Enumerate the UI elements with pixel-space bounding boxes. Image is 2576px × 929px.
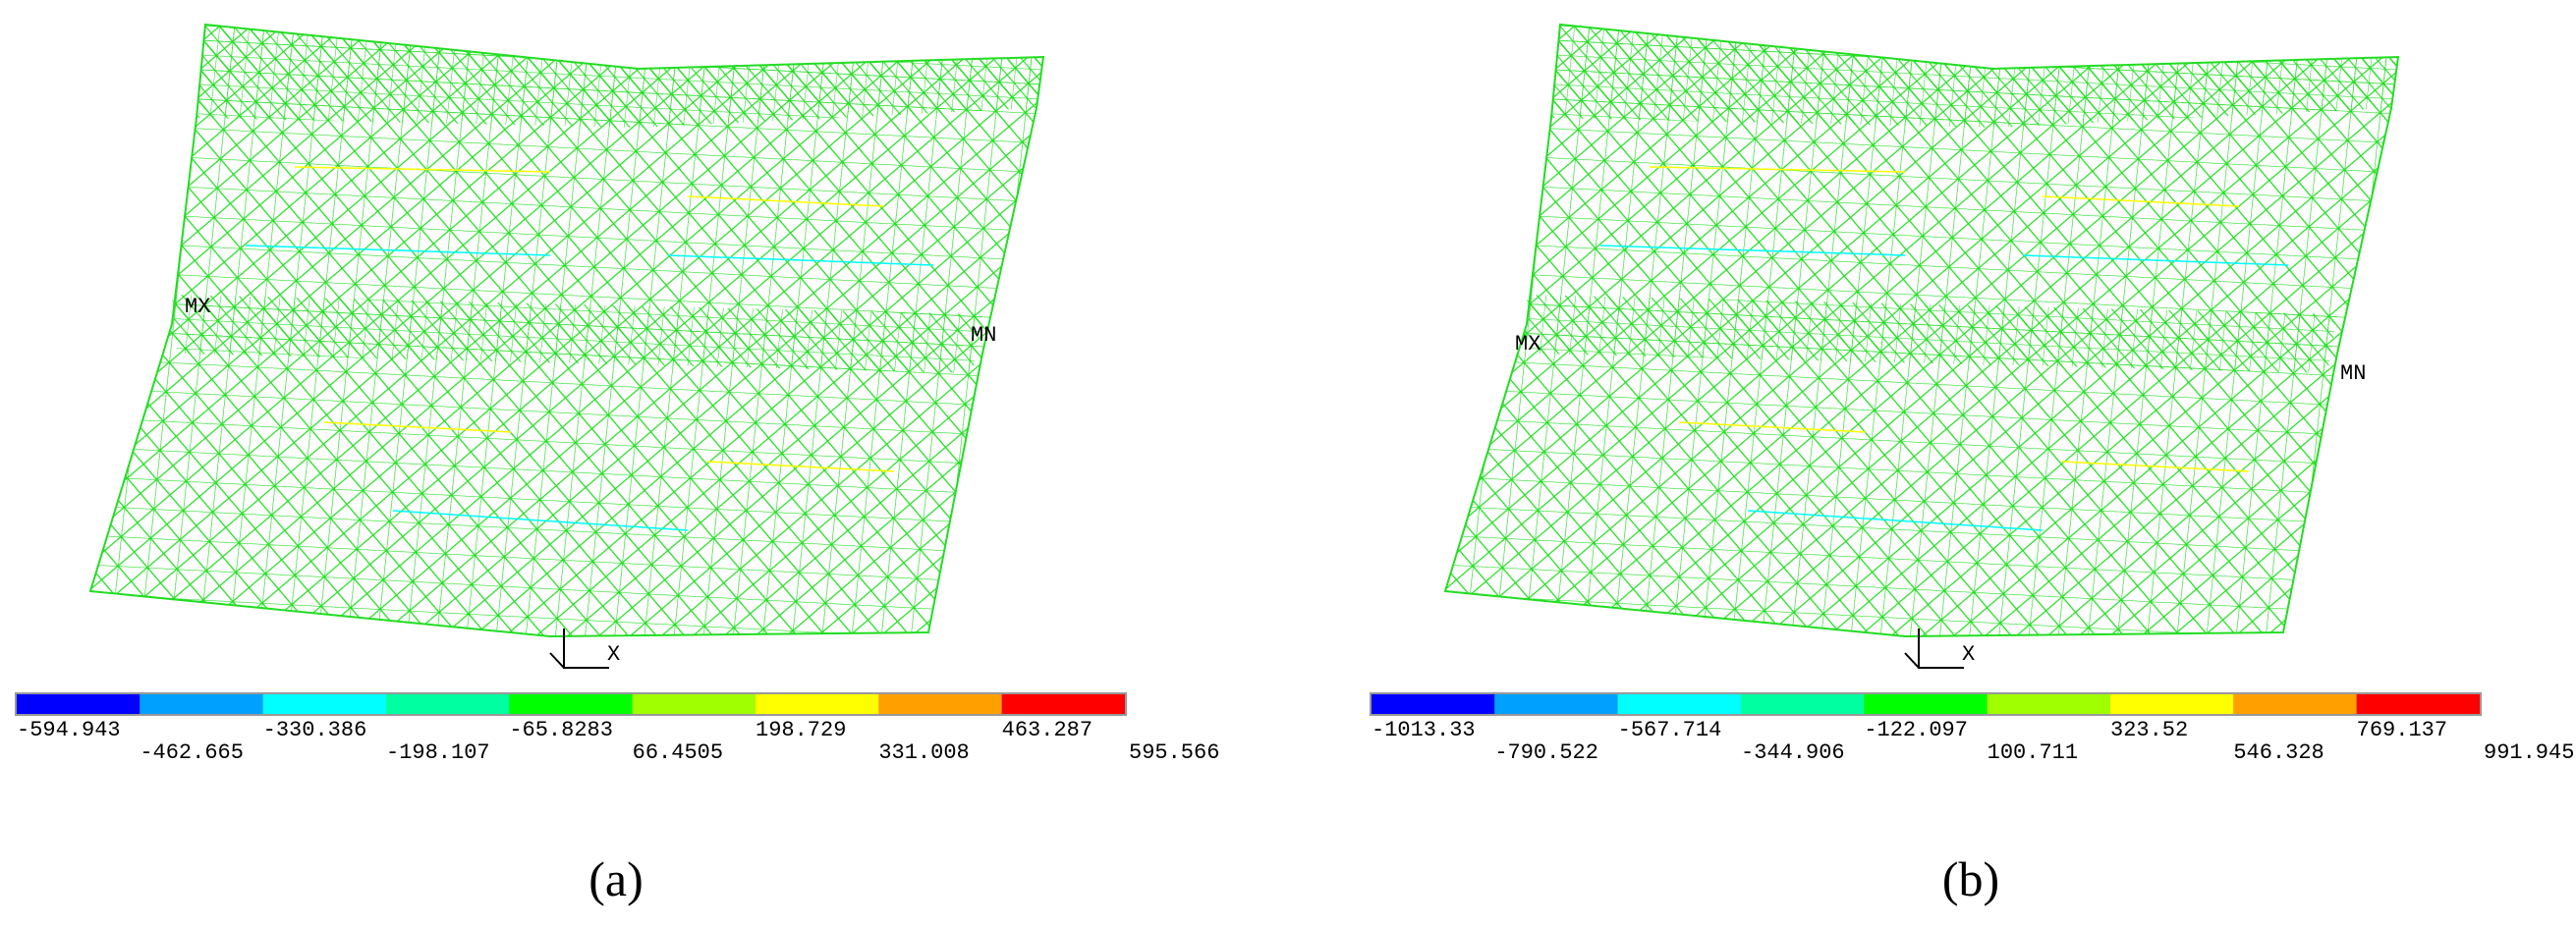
- min-marker: MN: [2340, 361, 2366, 386]
- legend-label: -344.906: [1741, 740, 1845, 765]
- max-marker: MX: [1515, 332, 1540, 356]
- legend-label: 463.287: [1002, 718, 1092, 742]
- legend-label: 595.566: [1129, 740, 1219, 765]
- legend-label: -567.714: [1618, 718, 1722, 742]
- legend-swatch: [17, 694, 140, 714]
- legend-label: -594.943: [17, 718, 121, 742]
- legend-label: 66.4505: [633, 740, 723, 765]
- legend-label: -1013.33: [1372, 718, 1476, 742]
- legend-swatch: [386, 694, 510, 714]
- legend-label: 769.137: [2357, 718, 2447, 742]
- legend-label: 323.52: [2110, 718, 2188, 742]
- axis-triad: [1904, 628, 1964, 669]
- legend-label: 198.729: [756, 718, 846, 742]
- legend-label: -198.107: [386, 740, 490, 765]
- mesh-dense: [196, 25, 1043, 128]
- legend-swatch: [878, 694, 1002, 714]
- mesh-dense: [1527, 295, 2337, 373]
- caption: (a): [588, 851, 644, 906]
- max-marker: MX: [185, 295, 210, 319]
- legend-swatch: [1372, 694, 1495, 714]
- axis-label: X: [1962, 642, 1975, 667]
- axis-label: X: [607, 642, 620, 667]
- min-marker: MN: [971, 323, 996, 348]
- mesh-detail: [1649, 166, 2250, 472]
- legend-swatch: [2233, 694, 2357, 714]
- panel: MX MN X -594.943 -462.665 -330.386 -198.107 -65…: [15, 23, 1219, 906]
- mesh-detail: [1599, 245, 2289, 531]
- legend-label: -462.665: [140, 740, 244, 765]
- legend-label: 100.711: [1988, 740, 2078, 765]
- legend-label: 991.945: [2484, 740, 2574, 765]
- mesh-dense: [172, 295, 982, 373]
- legend-label: -330.386: [263, 718, 367, 742]
- mesh-detail: [294, 166, 895, 472]
- legend-label: 546.328: [2233, 740, 2324, 765]
- legend-swatch: [1741, 694, 1865, 714]
- legend-label: -790.522: [1494, 740, 1598, 765]
- legend-swatch: [1617, 694, 1741, 714]
- caption: (b): [1942, 851, 1999, 906]
- legend-swatch: [262, 694, 386, 714]
- legend-swatch: [632, 694, 756, 714]
- legend-label: -65.8283: [509, 718, 613, 742]
- legend-swatch: [2356, 694, 2480, 714]
- legend-swatch: [1001, 694, 1125, 714]
- legend-swatch: [2110, 694, 2234, 714]
- mesh-dense: [1551, 25, 2398, 128]
- axis-triad: [549, 628, 609, 669]
- legend-swatch: [509, 694, 633, 714]
- legend-swatch: [1494, 694, 1618, 714]
- legend-swatch: [1864, 694, 1988, 714]
- mesh-detail: [245, 245, 934, 531]
- legend-swatch: [140, 694, 263, 714]
- legend-label: 331.008: [878, 740, 969, 765]
- legend-swatch: [1987, 694, 2110, 714]
- legend-swatch: [756, 694, 879, 714]
- legend-label: -122.097: [1864, 718, 1968, 742]
- panel: MX MN X -1013.33 -790.522 -567.714 -344.906 -12…: [1370, 23, 2574, 906]
